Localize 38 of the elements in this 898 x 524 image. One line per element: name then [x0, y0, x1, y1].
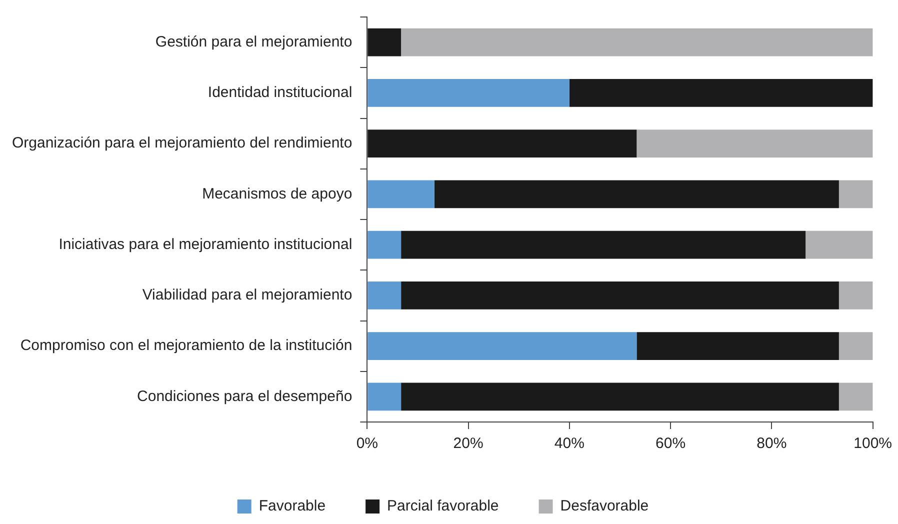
x-tick-label: 100% [854, 435, 892, 452]
bar [368, 230, 402, 259]
y-tick-label: Viabilidad para el mejoramiento [142, 286, 352, 304]
bar [401, 230, 806, 259]
bar [368, 180, 434, 208]
legend-label: Parcial favorable [387, 498, 499, 515]
x-tick-label: 0% [356, 435, 378, 452]
bar [569, 79, 873, 107]
bar [401, 28, 873, 56]
bar [368, 79, 570, 107]
bar [636, 332, 839, 360]
y-tick-label: Condiciones para el desempeño [137, 388, 352, 405]
y-tick-label: Mecanismos de apoyo [202, 185, 352, 202]
bar [368, 130, 637, 158]
bar [368, 332, 637, 360]
bar [368, 282, 402, 310]
x-tick-label: 80% [756, 435, 787, 452]
bar [368, 382, 402, 411]
legend-label: Desfavorable [560, 498, 649, 515]
bar [806, 230, 873, 259]
y-tick-label: Identidad institucional [208, 84, 352, 102]
bar [838, 180, 873, 208]
bar [401, 382, 839, 411]
x-tick-label: 40% [554, 435, 584, 452]
bar [401, 282, 839, 310]
x-tick-label: 60% [656, 435, 686, 452]
legend-label: Favorable [258, 498, 326, 515]
bar [838, 332, 873, 360]
bar [434, 180, 839, 208]
y-tick-label: Organización para el mejoramiento del rendimiento [12, 134, 352, 152]
x-tick-label: 20% [453, 435, 484, 452]
bar [838, 382, 873, 411]
y-tick-label: Compromiso con el mejoramiento de la institución [20, 337, 352, 354]
y-tick-label: Gestión para el mejoramiento [155, 33, 352, 50]
bar [368, 28, 402, 56]
y-tick-label: Iniciativas para el mejoramiento institucional [58, 236, 352, 253]
bar [838, 282, 873, 310]
bar [636, 130, 873, 158]
